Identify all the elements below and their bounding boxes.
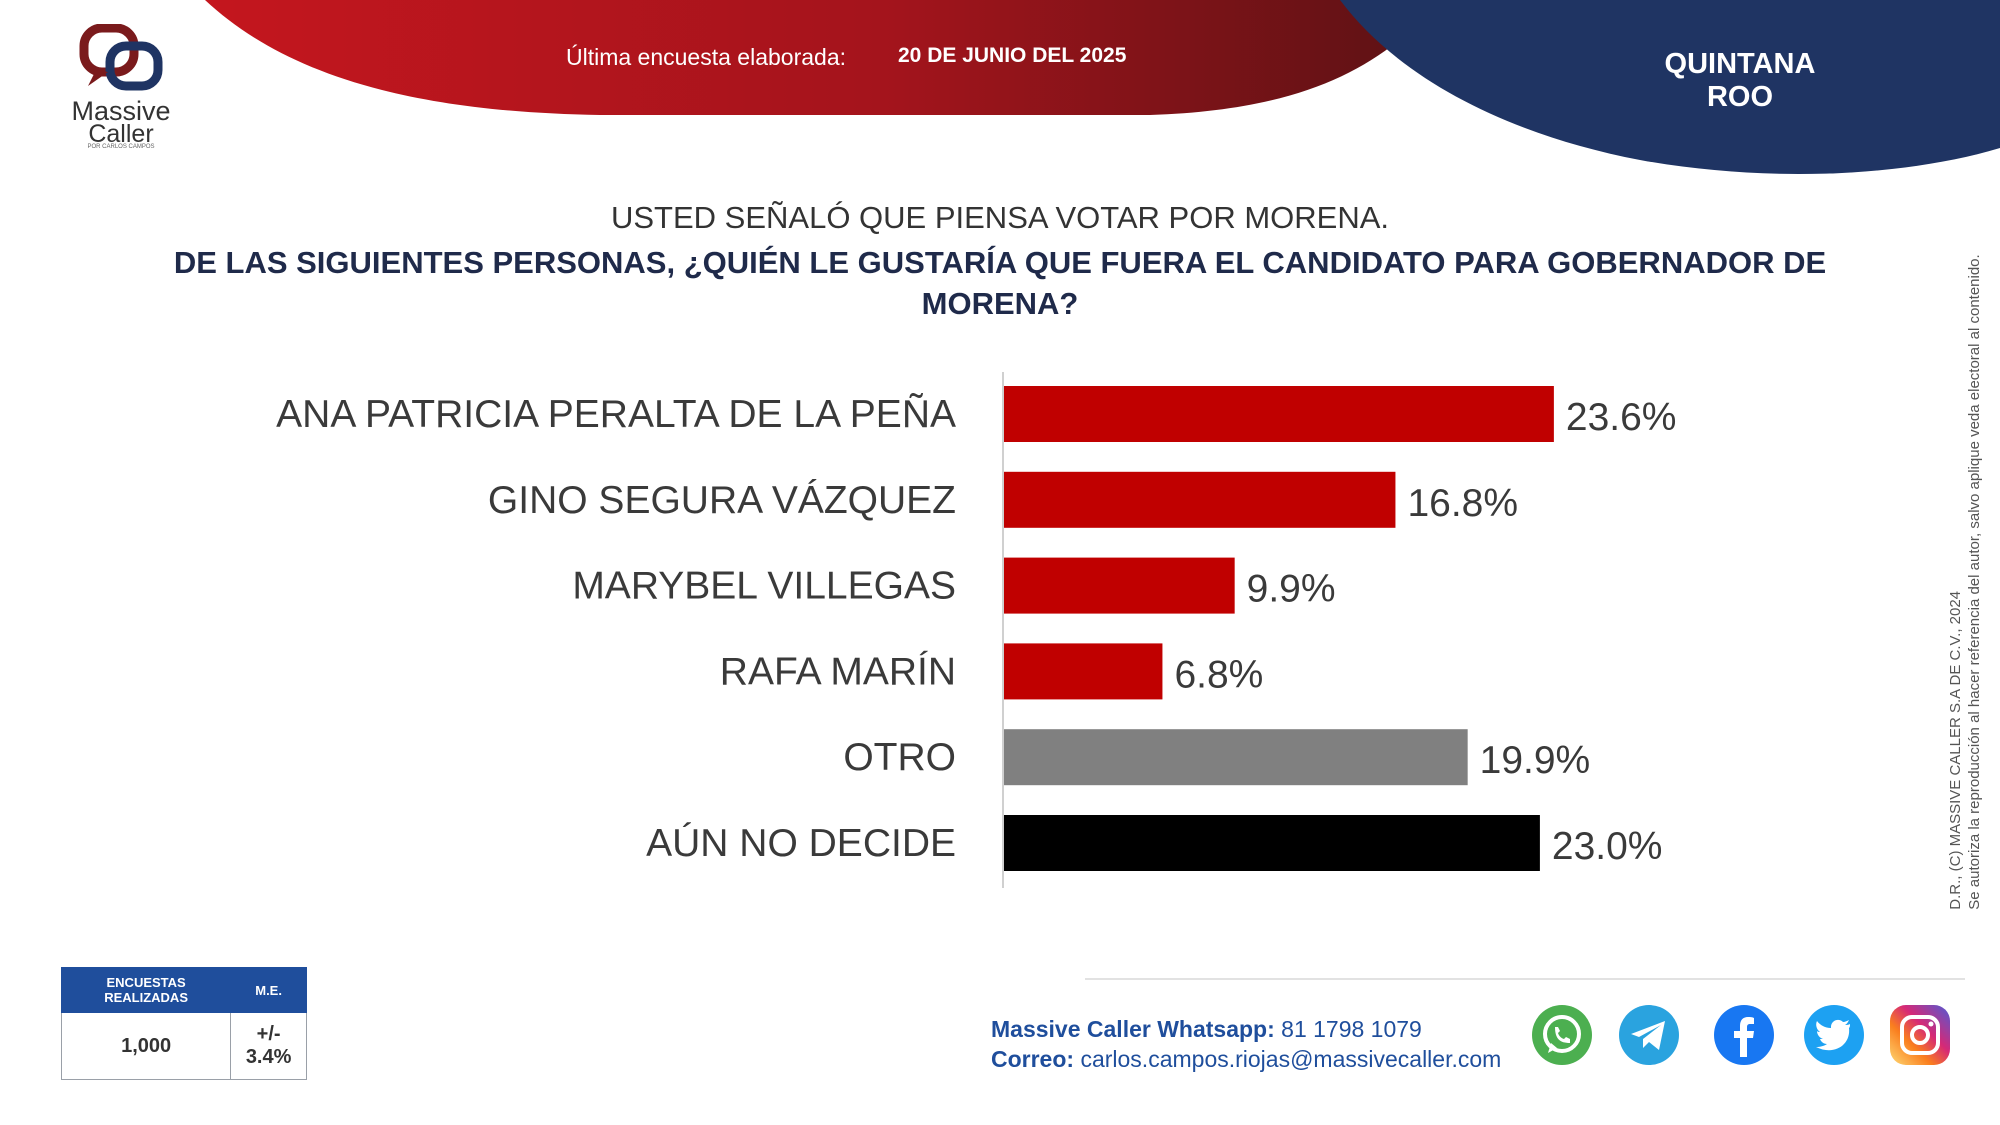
margin-error-header: M.E. [230, 967, 307, 1013]
state-name: QUINTANA ROO [1664, 48, 1816, 113]
category-label: ANA PATRICIA PERALTA DE LA PEÑA [276, 393, 956, 436]
bar [1004, 815, 1540, 871]
value-label: 23.0% [1552, 825, 1663, 868]
instagram-icon[interactable] [1888, 1003, 1952, 1067]
value-label: 16.8% [1407, 482, 1518, 525]
email-address[interactable]: carlos.campos.riojas@massivecaller.com [1080, 1046, 1502, 1072]
massive-caller-logo-icon [79, 24, 163, 91]
question-intro: USTED SEÑALÓ QUE PIENSA VOTAR POR MORENA… [610, 200, 1390, 235]
value-label: 6.8% [1174, 653, 1263, 696]
header-navy-arc [1340, 0, 2000, 174]
whatsapp-number[interactable]: 81 1798 1079 [1281, 1016, 1422, 1042]
email-label: Correo: [991, 1046, 1075, 1072]
value-label: 19.9% [1480, 739, 1591, 782]
contact-whatsapp: Massive Caller Whatsapp: 81 1798 1079 [991, 1016, 1422, 1043]
copyright-line2: Se autoriza la reproducción al hacer ref… [1966, 254, 1983, 910]
last-survey-date: 20 DE JUNIO DEL 2025 [898, 44, 1127, 67]
margin-error-value: +/- 3.4% [230, 1012, 307, 1080]
bar-chart: ANA PATRICIA PERALTA DE LA PEÑA 23.6% GINO… [276, 372, 1677, 888]
value-label: 9.9% [1247, 568, 1336, 611]
surveys-value: 1,000 [60, 1012, 232, 1080]
value-label: 23.6% [1566, 396, 1677, 439]
bar [1004, 386, 1554, 442]
bar [1004, 729, 1468, 786]
logo-line3: POR CARLOS CAMPOS [87, 144, 155, 150]
last-survey-label: Última encuesta elaborada: [566, 44, 846, 70]
bar [1004, 557, 1235, 614]
category-label: RAFA MARÍN [720, 650, 956, 693]
category-label: OTRO [843, 736, 956, 779]
twitter-icon[interactable] [1802, 1003, 1866, 1067]
contact-email: Correo: carlos.campos.riojas@massivecall… [991, 1046, 1501, 1073]
category-label: MARYBEL VILLEGAS [572, 565, 956, 608]
copyright-line1: D.R., (C) MASSIVE CALLER S.A DE C.V., 20… [1947, 590, 1964, 910]
telegram-icon[interactable] [1617, 1003, 1681, 1067]
whatsapp-icon[interactable] [1530, 1003, 1594, 1067]
question-main: DE LAS SIGUIENTES PERSONAS, ¿QUIÉN LE GU… [173, 245, 1827, 321]
category-label: AÚN NO DECIDE [646, 822, 956, 865]
copyright-note: D.R., (C) MASSIVE CALLER S.A DE C.V., 20… [1946, 232, 1986, 932]
whatsapp-label: Massive Caller Whatsapp: [991, 1016, 1275, 1042]
footer-divider [1085, 978, 1965, 980]
logo-line1: Massive [71, 96, 171, 126]
logo-line2: Caller [88, 120, 154, 148]
bar [1004, 643, 1163, 700]
survey-stats-table: ENCUESTAS REALIZADAS M.E. 1,000 +/- 3.4% [60, 967, 307, 1080]
header-red-arc [205, 0, 1440, 115]
category-label: GINO SEGURA VÁZQUEZ [488, 479, 956, 522]
bar [1004, 471, 1396, 528]
surveys-header: ENCUESTAS REALIZADAS [60, 967, 232, 1013]
facebook-icon[interactable] [1712, 1003, 1776, 1067]
